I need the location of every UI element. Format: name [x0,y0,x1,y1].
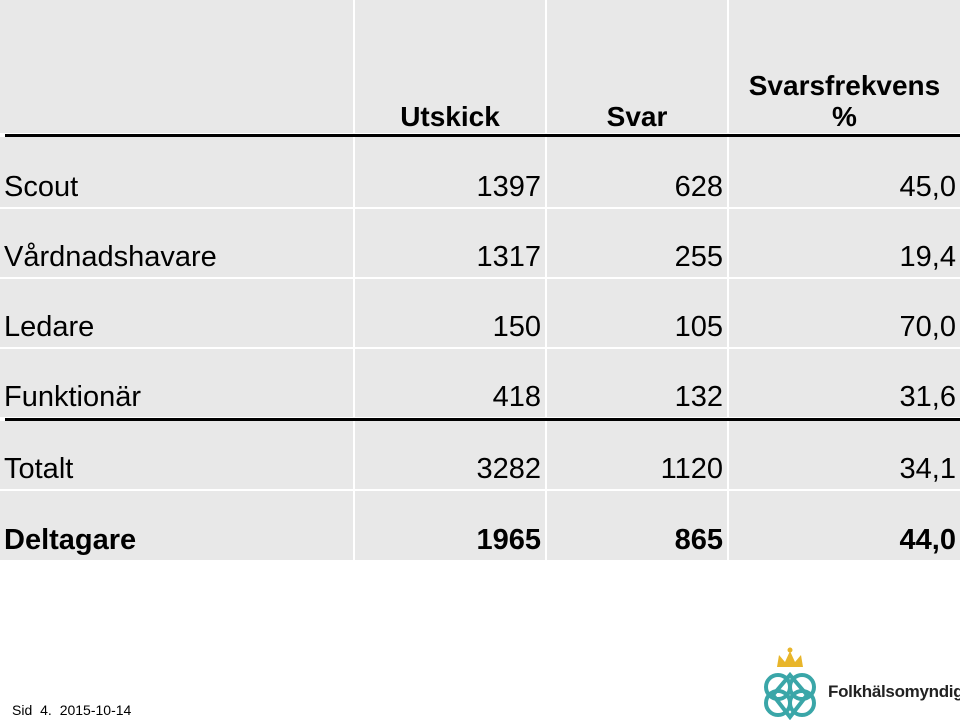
cell-value: 44,0 [729,491,960,560]
column-header: Svarsfrekvens % [729,0,960,133]
footer-label: Sid [12,702,33,718]
row-label: Totalt [0,421,353,489]
page-number: 4. [40,702,52,718]
row-label: Scout [0,137,353,207]
row-label: Deltagare [0,491,353,560]
cell-value: 150 [355,279,545,347]
cell-value: 255 [547,209,727,277]
footer: Sid 4. 2015-10-14 [12,702,135,718]
cell-value: 34,1 [729,421,960,489]
cell-value: 1317 [355,209,545,277]
cell-value: 31,6 [729,349,960,417]
cell-value: 865 [547,491,727,560]
cell-value: 45,0 [729,137,960,207]
header-rule [5,134,960,137]
date: 2015-10-14 [59,702,132,718]
row-label: Ledare [0,279,353,347]
cell-value: 1397 [355,137,545,207]
cell-value: 1965 [355,491,545,560]
cell-value: 3282 [355,421,545,489]
cell-value: 105 [547,279,727,347]
row-label: Vårdnadshavare [0,209,353,277]
cell-value: 19,4 [729,209,960,277]
cell-value: 132 [547,349,727,417]
total-rule [5,418,960,421]
column-header: Svar [547,0,727,133]
logo-mark [764,647,816,720]
cell-value: 1120 [547,421,727,489]
cell-value: 70,0 [729,279,960,347]
cell-value: 418 [355,349,545,417]
header-blank [0,0,353,133]
cell-value: 628 [547,137,727,207]
column-header: Utskick [355,0,545,133]
logo-text: Folkhälsomyndigheten [828,682,960,701]
row-label: Funktionär [0,349,353,417]
